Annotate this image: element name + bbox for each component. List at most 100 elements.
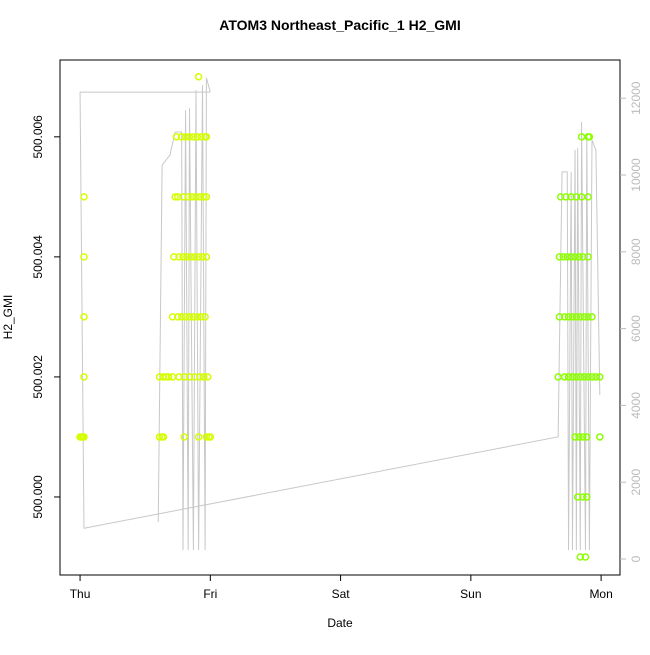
point <box>202 193 211 201</box>
point <box>189 313 198 321</box>
point <box>194 253 203 261</box>
point <box>185 133 194 141</box>
y2-tick-label: 4000 <box>629 392 643 419</box>
chart-title: ATOM3 Northeast_Pacific_1 H2_GMI <box>219 17 460 33</box>
point <box>556 193 565 201</box>
point <box>171 193 179 201</box>
point <box>596 433 604 441</box>
point <box>596 373 604 381</box>
point <box>177 133 186 141</box>
point <box>170 253 178 261</box>
point <box>564 313 573 321</box>
x-axis-label: Date <box>327 616 353 630</box>
point <box>179 193 187 201</box>
point <box>585 133 594 141</box>
point <box>576 553 585 561</box>
point <box>573 493 582 501</box>
point <box>172 133 181 141</box>
point <box>563 253 571 261</box>
point <box>80 373 88 381</box>
point <box>584 193 592 201</box>
point <box>580 313 588 321</box>
point <box>159 433 168 441</box>
point <box>200 193 208 201</box>
point <box>185 313 194 321</box>
point <box>184 193 192 201</box>
point <box>571 253 579 261</box>
point <box>197 313 205 321</box>
point <box>560 373 569 381</box>
point <box>568 313 577 321</box>
point <box>175 253 183 261</box>
point <box>584 313 592 321</box>
point <box>179 253 187 261</box>
point <box>194 73 203 81</box>
point <box>555 253 564 261</box>
point <box>197 133 205 141</box>
point <box>174 193 182 201</box>
point <box>579 433 587 441</box>
y-axis-label: H2_GMI <box>1 295 15 340</box>
point <box>555 313 564 321</box>
point <box>189 133 198 141</box>
y-tick-label: 500.000 <box>31 475 45 519</box>
point <box>175 373 183 381</box>
point <box>202 433 211 441</box>
point <box>588 313 596 321</box>
y2-tick-label: 6000 <box>629 315 643 342</box>
point <box>554 373 562 381</box>
x-tick-label: Mon <box>589 587 612 601</box>
point <box>575 253 583 261</box>
point <box>80 433 88 441</box>
y2-tick-label: 0 <box>629 555 643 562</box>
point <box>581 553 590 561</box>
point <box>168 373 177 381</box>
point <box>183 253 191 261</box>
point <box>193 133 202 141</box>
point <box>187 253 195 261</box>
point <box>584 253 592 261</box>
point <box>567 253 575 261</box>
point <box>155 433 164 441</box>
point <box>194 433 203 441</box>
point <box>164 373 173 381</box>
point <box>579 493 587 501</box>
x-tick-label: Thu <box>70 587 91 601</box>
point <box>80 193 88 201</box>
point <box>201 313 209 321</box>
x-tick-label: Fri <box>203 587 217 601</box>
y-tick-label: 500.004 <box>31 235 45 279</box>
point <box>177 313 186 321</box>
point <box>572 313 581 321</box>
point <box>588 373 596 381</box>
point <box>576 373 585 381</box>
point <box>583 433 591 441</box>
y2-tick-label: 2000 <box>629 469 643 496</box>
point <box>560 313 569 321</box>
point <box>559 253 568 261</box>
point <box>196 373 204 381</box>
point <box>583 493 591 501</box>
point <box>580 373 588 381</box>
point <box>200 373 208 381</box>
point <box>168 313 177 321</box>
point <box>572 193 581 201</box>
point <box>190 253 199 261</box>
point <box>567 193 575 201</box>
point <box>562 193 570 201</box>
point <box>188 193 196 201</box>
y2-tick-label: 8000 <box>629 238 643 265</box>
point <box>568 373 577 381</box>
y2-tick-label: 10000 <box>629 158 643 192</box>
point <box>203 373 212 381</box>
point <box>575 433 583 441</box>
point <box>159 373 168 381</box>
point <box>202 253 211 261</box>
point <box>180 433 189 441</box>
x-tick-label: Sun <box>460 587 481 601</box>
point <box>185 373 194 381</box>
point <box>190 373 199 381</box>
point <box>576 313 585 321</box>
